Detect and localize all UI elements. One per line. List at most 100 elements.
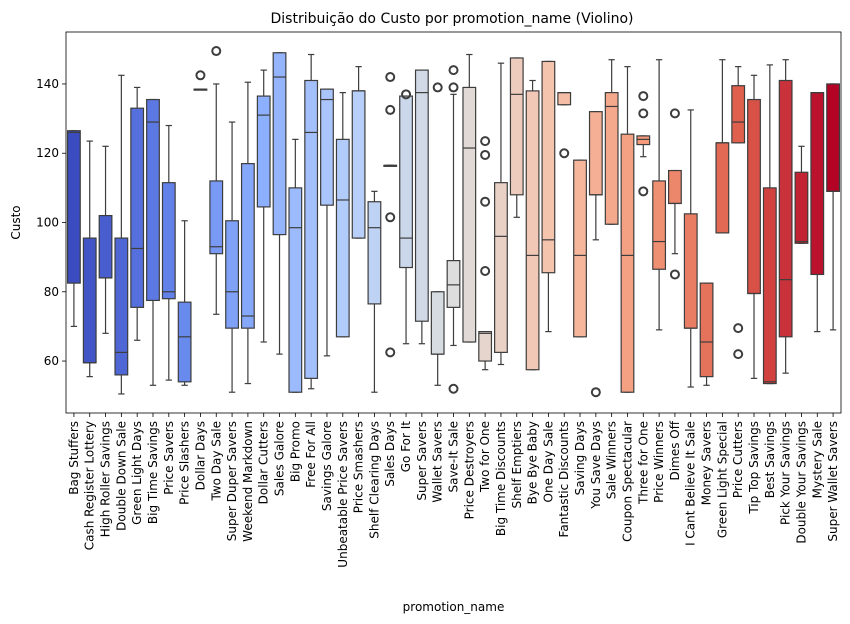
y-axis-label: Custo [9,205,23,239]
outlier-point [448,82,459,93]
box-group [240,81,255,385]
outlier-point [638,186,649,197]
box-group [668,108,682,280]
x-tick-label: Dimes Off [668,420,682,480]
box-iqr [209,180,224,255]
x-tick-label: Unbeatable Price Savers [336,421,350,568]
box-group [367,190,382,393]
x-tick-label: High Roller Savings [99,421,113,537]
x-tick-label: Money Savers [700,421,714,505]
x-tick-label: One Day Sale [541,421,555,502]
box-iqr [430,291,445,355]
x-tick-label: Savings Galore [320,421,334,511]
box-iqr [446,260,461,308]
box-iqr [177,301,192,383]
box-group [541,60,556,333]
box-iqr [731,85,746,144]
box-iqr [652,180,667,270]
box-group [810,92,825,333]
box-group [335,92,350,338]
x-tick-label: Double Your Savings [794,421,808,544]
x-tick-label: Dollar Cutters [257,421,271,504]
box-iqr [130,107,145,308]
box-group [272,52,287,355]
box-group [494,62,508,366]
box-iqr [778,79,793,338]
box-group [525,79,540,371]
x-tick-label: Weekend Markdown [241,421,255,542]
boxes-layer [66,46,841,398]
outlier-point [211,46,222,57]
box-group [225,121,239,393]
box-iqr [114,237,129,376]
outlier-point [385,347,396,358]
x-tick-label: Pick Your Savings [779,421,793,525]
box-iqr [557,92,572,106]
outlier-point [401,89,412,100]
x-tick-label: Tip Top Savings [747,421,761,515]
box-iqr [256,95,271,208]
box-group [715,59,730,234]
y-tick-label: 100 [36,216,59,230]
y-tick-label: 120 [36,146,59,160]
box-iqr [225,220,239,329]
x-tick-label: Green Light Special [715,421,729,538]
x-tick-label: Wallet Savers [431,421,445,503]
outlier-point [480,196,491,207]
outlier-point [669,108,680,119]
outlier-point [733,349,744,360]
x-tick-label: Save-It Sale [447,421,461,493]
x-tick-label: Cash Register Lottery [83,421,97,550]
box-group [304,53,319,390]
box-group [146,98,160,386]
box-group [636,91,651,197]
x-tick-label: Three for One [636,421,650,505]
box-group [652,59,667,331]
x-tick-label: Price Smashers [352,421,366,513]
box-group [161,124,176,381]
box-iqr [414,69,429,322]
chart-title: Distribuição do Custo por promotion_name… [271,11,634,27]
box-iqr [747,98,761,295]
x-tick-label: Sales Galore [273,421,287,496]
x-tick-label: Dollar Days [193,421,207,490]
box-iqr [588,111,603,196]
box-iqr [636,135,651,146]
box-iqr [826,83,841,192]
outlier-point [432,82,443,93]
outlier-point [385,104,396,115]
box-iqr [335,138,350,338]
y-tick-label: 60 [44,354,59,368]
outlier-point [638,108,649,119]
x-tick-label: Fantastic Discounts [557,421,571,537]
box-group [399,89,413,345]
box-group [130,86,145,341]
box-group [351,66,366,239]
box-iqr [272,52,287,236]
box-group [177,220,192,386]
box-group [620,66,635,393]
box-iqr [683,213,698,329]
x-tick-label: Price Winners [652,421,666,503]
box-group [193,70,208,91]
x-tick-label: Sale Winners [605,421,619,499]
outlier-point [385,212,396,223]
box-iqr [351,90,366,239]
x-tick-label: Best Savings [763,421,777,498]
box-group [414,69,429,345]
box-group [430,82,445,386]
x-tick-label: Green Light Days [130,421,144,525]
box-group [731,66,746,360]
box-iqr [794,171,809,244]
box-group [557,92,572,159]
x-tick-label: Two for One [478,421,492,493]
box-group [288,138,303,393]
x-tick-label: Big Promo [288,421,302,482]
outlier-point [448,65,459,76]
x-tick-label: Double Down Sale [114,421,128,531]
y-tick-label: 80 [44,285,59,299]
box-group [794,145,809,244]
x-tick-label: Sales Days [383,421,397,487]
outlier-point [448,383,459,394]
